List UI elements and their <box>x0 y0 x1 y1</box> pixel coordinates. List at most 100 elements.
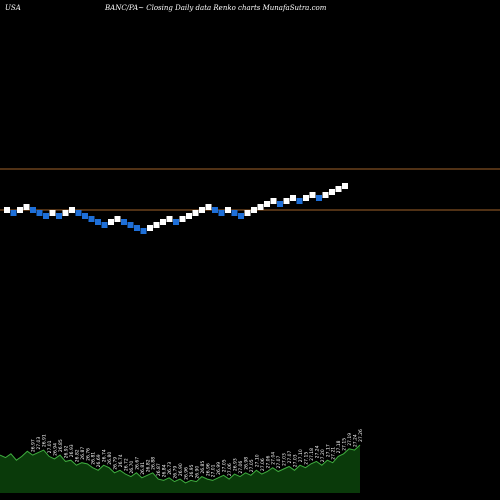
chart-title: BANC/PA~ Closing Daily data Renko charts… <box>105 4 327 12</box>
price-label: 26.74 <box>102 449 108 462</box>
up-brick <box>329 189 335 195</box>
price-label: 27.17 <box>325 444 331 457</box>
price-label: 27.01 <box>211 464 217 477</box>
up-brick <box>244 210 251 216</box>
up-brick <box>186 213 192 219</box>
price-label: 26.70 <box>129 461 135 474</box>
price-label: 26.82 <box>145 459 151 472</box>
down-brick <box>121 219 127 225</box>
price-label: 27.26 <box>358 429 364 442</box>
price-label: 27.24 <box>353 434 359 447</box>
down-brick <box>134 225 140 231</box>
down-brick <box>30 207 36 213</box>
price-label: 26.96 <box>184 467 190 480</box>
up-brick <box>153 222 160 228</box>
up-brick <box>108 219 114 225</box>
price-label: 27.04 <box>271 452 277 465</box>
price-label: 26.81 <box>91 452 97 465</box>
price-label: 26.92 <box>64 445 70 458</box>
up-brick <box>114 216 121 222</box>
price-label: 26.85 <box>200 461 206 474</box>
price-label: 27.19 <box>347 433 353 446</box>
price-label: 27.15 <box>342 438 348 451</box>
down-brick <box>75 210 82 216</box>
price-label: 27.10 <box>298 449 304 462</box>
down-brick <box>101 222 108 228</box>
up-brick <box>160 219 166 225</box>
price-label: 26.79 <box>173 466 179 479</box>
up-brick <box>290 195 296 201</box>
price-label: 27.24 <box>314 445 320 458</box>
price-label: 26.81 <box>140 462 146 475</box>
price-label: 26.69 <box>96 454 102 467</box>
price-label: 26.91 <box>42 434 48 447</box>
price-label: 26.88 <box>151 457 157 470</box>
down-brick <box>316 195 322 201</box>
price-label: 26.96 <box>205 463 211 476</box>
price-label: 27.18 <box>309 448 315 461</box>
price-label: 27.05 <box>222 459 228 472</box>
up-brick <box>179 216 186 222</box>
down-brick <box>238 213 244 219</box>
country-label: USA <box>5 4 21 12</box>
down-brick <box>231 210 238 216</box>
price-label: 27.03 <box>36 437 42 450</box>
down-brick <box>10 210 17 216</box>
price-label: 27.06 <box>260 458 266 471</box>
down-brick <box>218 210 225 216</box>
down-brick <box>88 216 95 222</box>
price-label: 27.18 <box>336 440 342 453</box>
up-brick <box>322 192 329 198</box>
price-label: 27.10 <box>254 454 260 467</box>
up-brick <box>225 207 231 213</box>
price-label: 26.87 <box>80 447 86 460</box>
up-brick <box>205 204 212 210</box>
up-brick <box>251 207 257 213</box>
price-label: 26.72 <box>124 458 130 471</box>
up-brick <box>166 216 173 222</box>
price-label: 26.95 <box>189 464 195 477</box>
price-label: 27.21 <box>331 447 337 460</box>
price-label: 27.06 <box>227 463 233 476</box>
down-brick <box>127 222 134 228</box>
price-label: 27.06 <box>265 455 271 468</box>
price-label: 27.06 <box>238 461 244 474</box>
down-brick <box>173 219 179 225</box>
down-brick <box>95 219 101 225</box>
up-brick <box>62 210 69 216</box>
up-brick <box>309 192 316 198</box>
price-label: 27.15 <box>304 452 310 465</box>
price-label: 27.05 <box>249 459 255 472</box>
down-brick <box>82 213 88 219</box>
up-brick <box>23 204 30 210</box>
price-label: 26.73 <box>167 462 173 475</box>
price-label: 26.90 <box>178 463 184 476</box>
price-label: 26.82 <box>74 449 80 462</box>
up-brick <box>69 207 75 213</box>
down-brick <box>277 201 283 207</box>
price-label: 26.99 <box>216 462 222 475</box>
up-brick <box>303 195 309 201</box>
price-label: 26.76 <box>85 448 91 461</box>
up-brick <box>49 210 56 216</box>
price-label: 26.94 <box>53 443 59 456</box>
volume-area <box>0 445 360 493</box>
price-label: 26.80 <box>107 452 113 465</box>
price-label: 27.07 <box>276 455 282 468</box>
price-label: 27.03 <box>293 454 299 467</box>
volume-line <box>0 444 361 484</box>
down-brick <box>56 213 62 219</box>
up-brick <box>199 207 205 213</box>
up-brick <box>264 201 270 207</box>
price-label: 27.03 <box>282 453 288 466</box>
price-label: 26.84 <box>162 464 168 477</box>
price-label: 26.98 <box>244 457 250 470</box>
down-brick <box>212 207 218 213</box>
price-label: 26.67 <box>134 457 140 470</box>
up-brick <box>257 204 264 210</box>
price-label: 26.90 <box>194 466 200 479</box>
down-brick <box>140 228 147 234</box>
price-label: 27.20 <box>320 449 326 462</box>
up-brick <box>270 198 277 204</box>
